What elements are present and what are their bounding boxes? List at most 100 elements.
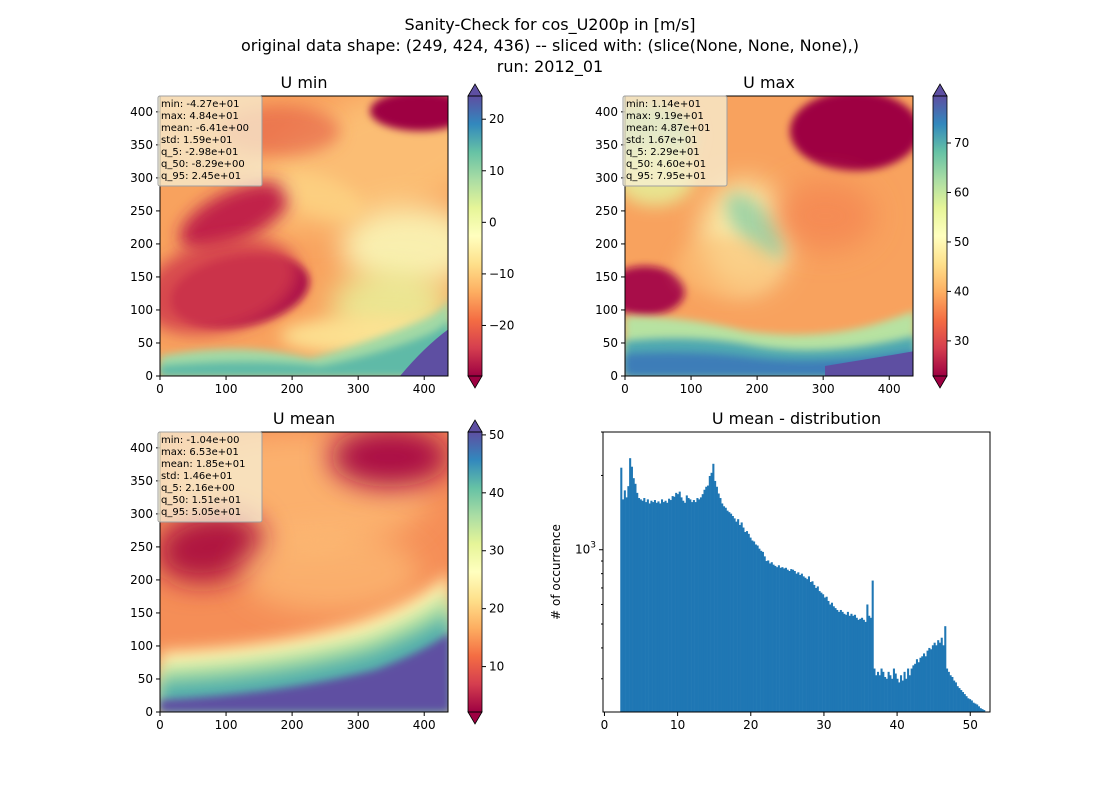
histogram-bar [868, 615, 871, 712]
histogram-bar [905, 678, 908, 712]
histogram-bar [961, 692, 965, 712]
histogram-bar [891, 678, 894, 712]
colorbar-tick-label: 70 [954, 136, 969, 150]
histogram-bar [983, 710, 986, 712]
histogram-bar [901, 680, 904, 712]
x-tick-label: 0 [156, 382, 164, 396]
histogram-bar [666, 502, 669, 712]
x-tick-label: 300 [347, 718, 370, 732]
histogram-bar [967, 698, 970, 712]
histogram-bar [753, 541, 756, 712]
heatmap-u-max: U max 0 100 200 300 400 0 50 100 150 200 250 300 350 4… [595, 73, 969, 396]
colorbar-tick-label: −20 [489, 318, 514, 332]
x-tick-label: 50 [963, 718, 978, 732]
histogram-bar [795, 573, 798, 712]
histogram-bar [942, 645, 945, 712]
y-tick-label: 100 [595, 303, 618, 317]
colorbar-tick-label: 10 [489, 660, 504, 674]
histogram-bar [876, 671, 880, 712]
histogram-bar [811, 581, 814, 712]
histogram-bar [981, 709, 984, 712]
histogram-bar [834, 608, 837, 712]
histogram-bar [802, 576, 805, 712]
histogram-bar [871, 580, 874, 712]
histogram-bar [747, 533, 750, 712]
histogram-bar [884, 676, 887, 712]
stats-box [157, 431, 263, 523]
histogram-bar [841, 611, 844, 712]
stats-line: q_50: -8.29e+00 [161, 159, 245, 170]
histogram-bar [620, 467, 623, 712]
histogram-bar [919, 657, 922, 712]
histogram-bar [917, 662, 920, 712]
y-tick-label: 200 [595, 237, 618, 251]
histogram-bar [838, 611, 841, 712]
histogram-bar [885, 678, 888, 712]
histogram-bar [928, 647, 931, 712]
histogram-bar [730, 513, 733, 712]
y-tick-label: 50 [138, 672, 153, 686]
colorbar-extend-min [467, 375, 483, 389]
colorbar: −20 −10 0 10 20 [467, 83, 514, 389]
histogram-bar [745, 531, 749, 712]
histogram-bar [714, 480, 717, 712]
histogram-bar [630, 466, 633, 712]
histogram-bar [823, 597, 826, 712]
histogram-bar [726, 510, 729, 712]
histogram-bar [951, 676, 954, 712]
histogram-bar [669, 500, 672, 712]
histogram-bar [806, 579, 809, 712]
histogram-bar [875, 675, 878, 712]
colorbar-extend-max [932, 83, 948, 97]
colorbar-tick-label: 20 [489, 602, 504, 616]
histogram-bar [963, 694, 966, 712]
histogram-bar [691, 502, 694, 712]
histogram-bar [708, 475, 711, 712]
colorbar-tick-label: 40 [954, 284, 969, 298]
y-tick-label: 200 [130, 237, 153, 251]
histogram-bar [760, 550, 763, 712]
histogram-bar [652, 502, 655, 712]
colorbar-frame [932, 95, 948, 377]
histogram-bar [958, 688, 961, 712]
histogram-bar [843, 613, 846, 712]
histogram-bar [845, 614, 848, 712]
y-tick-label: 250 [595, 204, 618, 218]
histogram-bar [655, 502, 658, 712]
histogram-bar [664, 500, 667, 712]
histogram-bar [940, 637, 943, 712]
histogram-bar [735, 521, 738, 712]
histogram-bar [852, 615, 855, 712]
histogram-bar [662, 502, 665, 712]
colorbar-gradient [933, 96, 947, 376]
histogram-bar [696, 498, 699, 712]
histogram-bar [751, 540, 754, 712]
histogram-bar [848, 615, 851, 712]
histogram-bar [827, 600, 830, 712]
histogram-bar [675, 492, 678, 712]
y-tick-label: 200 [130, 573, 153, 587]
stats-line: mean: 4.87e+01 [626, 123, 710, 134]
histogram-bar [937, 640, 940, 712]
x-tick-label: 100 [680, 382, 703, 396]
histogram-bar [758, 548, 761, 712]
x-tick-label: 100 [215, 382, 238, 396]
histogram-bar [717, 493, 720, 712]
stats-line: max: 6.53e+01 [161, 447, 239, 458]
axes-frame [159, 431, 449, 713]
x-tick-label: 0 [601, 718, 609, 732]
histogram-bar [791, 569, 795, 712]
histogram-bar [738, 524, 741, 712]
histogram-bar [781, 567, 784, 712]
histogram-bar [772, 564, 775, 712]
x-tick-label: 30 [816, 718, 831, 732]
panel-title: U min [281, 73, 328, 92]
histogram-bar [924, 656, 927, 712]
histogram-bar [946, 668, 949, 712]
histogram-bar [673, 496, 676, 712]
stats-line: q_95: 2.45e+01 [161, 171, 241, 182]
histogram-bar [894, 673, 897, 712]
histogram-bar [660, 499, 664, 712]
histogram-bar [892, 668, 895, 712]
colorbar-extend-max [467, 419, 483, 433]
